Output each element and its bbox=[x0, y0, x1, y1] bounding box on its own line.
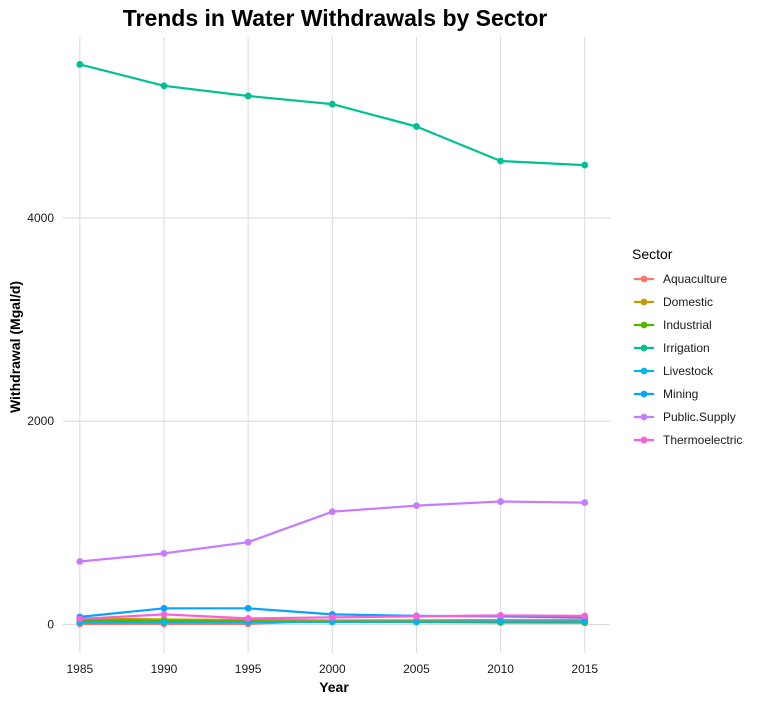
legend-item: Thermoelectric bbox=[634, 433, 742, 447]
legend-label: Aquaculture bbox=[663, 272, 727, 286]
legend-label: Industrial bbox=[663, 318, 712, 332]
legend-swatch-point bbox=[640, 275, 648, 283]
data-point bbox=[328, 508, 336, 516]
data-point bbox=[160, 549, 168, 557]
legend-item: Livestock bbox=[634, 364, 714, 378]
x-tick-label: 1995 bbox=[235, 662, 262, 676]
legend-title: Sector bbox=[632, 246, 673, 262]
legend-swatch-point bbox=[640, 390, 648, 398]
x-axis-ticks: 1985 1990 1995 2000 2005 2010 2015 bbox=[66, 662, 598, 676]
legend-label: Mining bbox=[663, 387, 698, 401]
data-point bbox=[413, 618, 420, 626]
data-point bbox=[413, 502, 420, 510]
legend-swatch-point bbox=[640, 436, 648, 444]
legend-swatch-point bbox=[640, 321, 648, 329]
data-point bbox=[244, 604, 252, 612]
series-thermoelectric bbox=[76, 610, 589, 623]
y-tick-label: 0 bbox=[47, 618, 54, 632]
data-point bbox=[497, 611, 504, 619]
legend-item: Public.Supply bbox=[634, 410, 736, 424]
data-point bbox=[497, 498, 504, 505]
data-point bbox=[497, 157, 504, 165]
grid bbox=[63, 37, 610, 653]
data-point bbox=[328, 100, 336, 108]
legend-label: Thermoelectric bbox=[663, 433, 742, 447]
legend-items: Aquaculture Domestic Industrial Irrigation L… bbox=[634, 272, 742, 447]
x-tick-label: 1985 bbox=[66, 662, 93, 676]
x-axis-title: Year bbox=[319, 679, 349, 695]
x-tick-label: 2010 bbox=[487, 662, 514, 676]
legend-item: Domestic bbox=[634, 295, 713, 309]
x-tick-label: 2000 bbox=[319, 662, 346, 676]
legend-label: Livestock bbox=[663, 364, 714, 378]
data-point bbox=[581, 612, 589, 620]
data-point bbox=[581, 499, 589, 506]
data-point bbox=[76, 615, 84, 623]
data-point bbox=[160, 610, 168, 618]
data-point bbox=[244, 538, 252, 546]
data-point bbox=[244, 92, 252, 100]
series-irrigation bbox=[76, 61, 589, 169]
chart-title: Trends in Water Withdrawals by Sector bbox=[123, 5, 548, 31]
legend-swatch-point bbox=[640, 298, 648, 306]
x-tick-label: 2005 bbox=[403, 662, 430, 676]
legend-item: Industrial bbox=[634, 318, 712, 332]
legend-swatch-point bbox=[640, 413, 648, 421]
data-point bbox=[76, 61, 84, 68]
series-layer bbox=[76, 61, 589, 628]
data-point bbox=[413, 613, 420, 620]
series-public-supply bbox=[76, 498, 589, 565]
legend-item: Aquaculture bbox=[634, 272, 727, 286]
legend: Sector Aquaculture Domestic Industrial Irri… bbox=[632, 246, 742, 447]
data-point bbox=[244, 615, 252, 622]
data-point bbox=[497, 618, 504, 625]
data-point bbox=[160, 82, 168, 90]
legend-swatch-point bbox=[640, 344, 648, 352]
data-point bbox=[413, 123, 420, 130]
x-tick-label: 1990 bbox=[151, 662, 178, 676]
x-tick-label: 2015 bbox=[571, 662, 598, 676]
y-tick-label: 2000 bbox=[27, 414, 54, 428]
data-point bbox=[160, 604, 168, 612]
legend-label: Public.Supply bbox=[663, 410, 736, 424]
data-point bbox=[581, 161, 589, 169]
y-tick-label: 4000 bbox=[27, 211, 54, 225]
y-axis-ticks: 0 2000 4000 bbox=[27, 211, 54, 632]
legend-item: Irrigation bbox=[634, 341, 710, 355]
data-point bbox=[160, 618, 168, 626]
legend-label: Irrigation bbox=[663, 341, 710, 355]
y-axis-title: Withdrawal (Mgal/d) bbox=[7, 281, 23, 413]
legend-swatch-point bbox=[640, 367, 648, 375]
data-point bbox=[76, 558, 84, 565]
legend-item: Mining bbox=[634, 387, 698, 401]
data-point bbox=[328, 614, 336, 621]
legend-label: Domestic bbox=[663, 295, 713, 309]
